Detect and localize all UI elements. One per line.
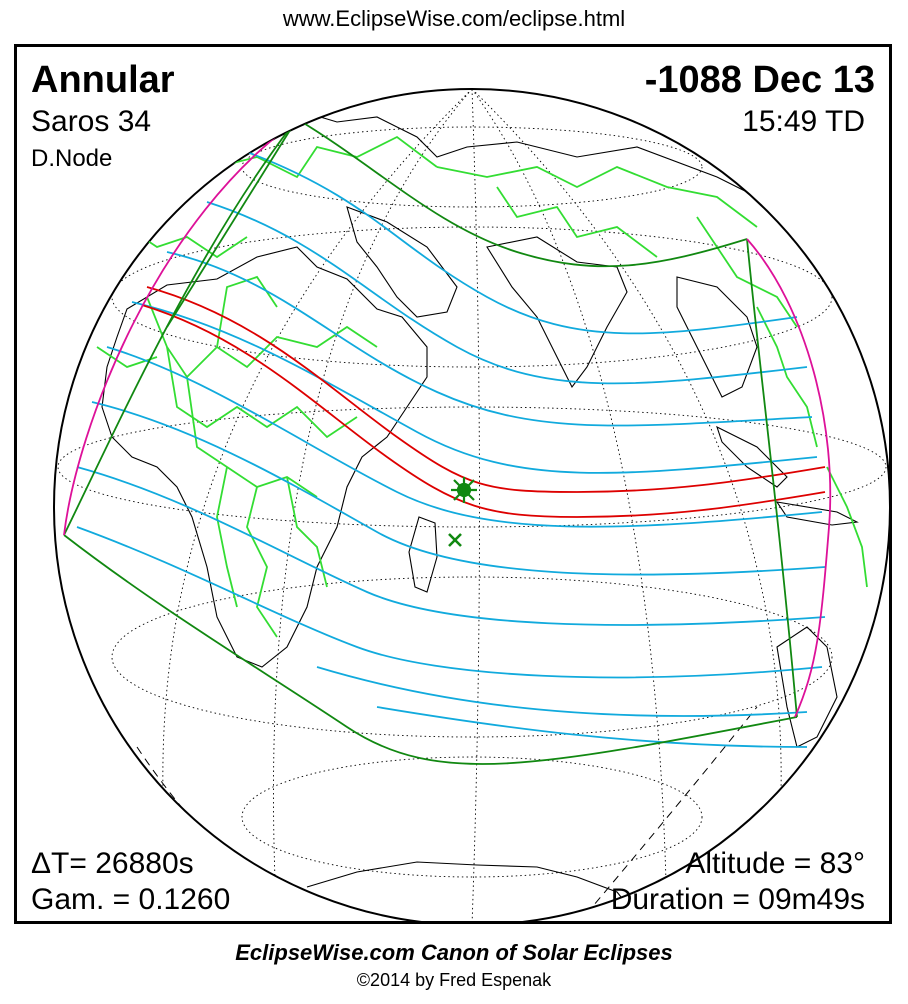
footer-title: EclipseWise.com Canon of Solar Eclipses: [235, 940, 673, 965]
saros-number: Saros 34: [31, 105, 152, 138]
eclipse-time: 15:49 TD: [742, 105, 865, 138]
greatest-eclipse-marker: [451, 477, 477, 503]
eclipse-map-panel: Annular -1088 Dec 13 Saros 34 15:49 TD D…: [14, 44, 892, 924]
rise-set-curves: [63, 116, 832, 718]
node-label: D.Node: [31, 145, 113, 172]
gamma: Gam. = 0.1260: [31, 883, 231, 916]
footer-copyright: ©2014 by Fred Espenak: [356, 970, 552, 990]
central-duration: Duration = 09m49s: [610, 883, 865, 916]
hour-lines: [76, 151, 826, 748]
delta-t: ΔT= 26880s: [31, 847, 194, 880]
political-borders: [96, 135, 868, 638]
penumbral-limits: [63, 118, 798, 765]
eclipse-date: -1088 Dec 13: [644, 59, 875, 101]
source-url: www.EclipseWise.com/eclipse.html: [282, 6, 626, 31]
dashed-limit-arc: [576, 706, 758, 921]
orthographic-globe-map: [53, 88, 889, 921]
eclipse-type: Annular: [31, 59, 175, 101]
subsolar-point-marker: [448, 533, 462, 547]
sun-altitude: Altitude = 83°: [685, 847, 865, 880]
